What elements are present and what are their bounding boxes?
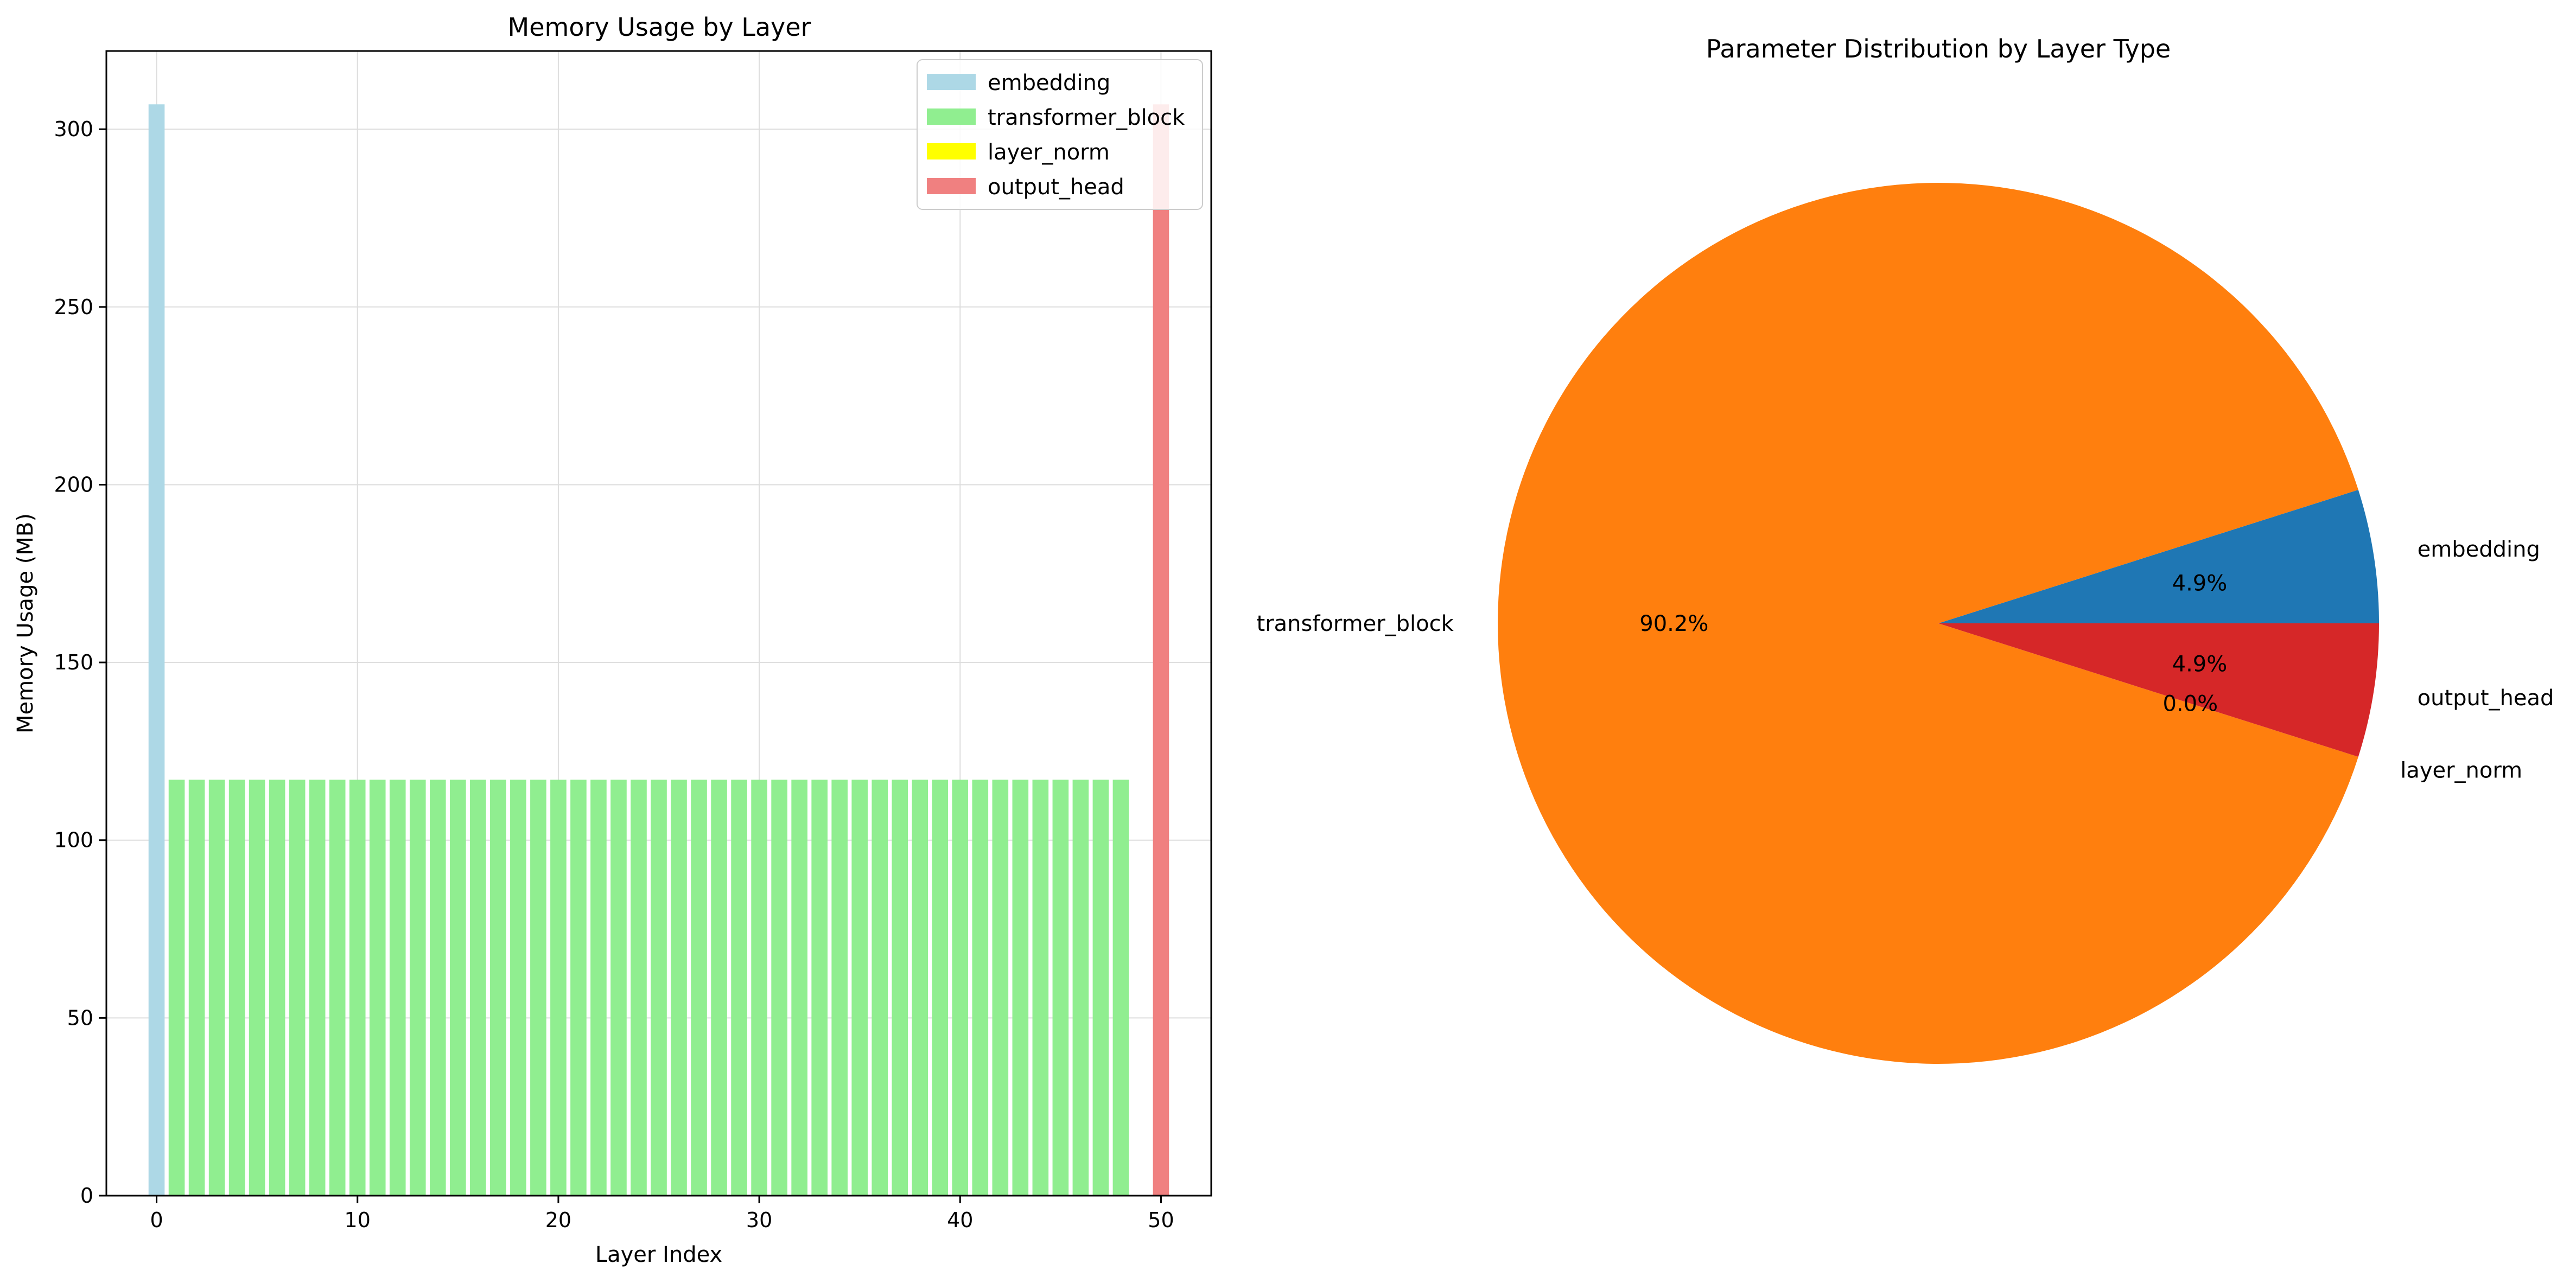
pie-slice-embedding [1938, 489, 2379, 623]
bar-legend: embedding transformer_block layer_normoutp… [917, 59, 1203, 210]
bar-transformer_block [1092, 780, 1109, 1196]
bar-y-tick-label: 200 [54, 473, 93, 496]
bar-x-tick-label: 10 [345, 1208, 371, 1232]
bar-y-axis-label: Memory Usage (MB) [13, 513, 38, 733]
bar-transformer_block [510, 780, 526, 1196]
bar-transformer_block [631, 780, 647, 1196]
bar-x-tick-label: 50 [1148, 1208, 1174, 1232]
bar-transformer_block [972, 780, 989, 1196]
legend-swatch-transformer_block [927, 108, 976, 125]
pie-chart-title: Parameter Distribution by Layer Type [1706, 34, 2171, 63]
pie-pct-transformer_block: 90.2% [1639, 611, 1708, 636]
pie-chart: Parameter Distribution by Layer Type 4.9… [1257, 34, 2554, 1064]
bar-embedding [148, 104, 165, 1196]
bar-transformer_block [992, 780, 1009, 1196]
bar-transformer_block [208, 780, 225, 1196]
pie-slices [1497, 183, 2379, 1064]
bar-transformer_block [590, 780, 607, 1196]
bar-transformer_block [269, 780, 285, 1196]
bar-transformer_block [751, 780, 767, 1196]
bar-x-tick-label: 30 [746, 1208, 772, 1232]
bar-x-ticks: 0 10 20 30 40 50 [150, 1196, 1174, 1232]
bar-y-tick-label: 250 [54, 295, 93, 319]
bar-transformer_block [932, 780, 949, 1196]
legend-box [917, 59, 1203, 210]
bar-marks [148, 104, 1169, 1196]
bar-transformer_block [892, 780, 908, 1196]
bar-transformer_block [1052, 780, 1069, 1196]
bar-transformer_block [349, 780, 366, 1196]
bar-x-tick-label: 0 [150, 1208, 163, 1232]
legend-label-output_head: output_head [988, 175, 1124, 200]
bar-transformer_block [912, 780, 928, 1196]
bar-transformer_block [168, 780, 185, 1196]
pie-labels: 4.9% embedding 90.2% transformer_block 0.0% l… [1257, 537, 2554, 783]
bar-y-tick-label: 100 [54, 828, 93, 852]
bar-transformer_block [188, 780, 205, 1196]
legend-label-embedding: embedding [988, 71, 1110, 95]
pie-label-output_head: output_head [2418, 686, 2554, 711]
pie-pct-embedding: 4.9% [2172, 571, 2228, 596]
bar-transformer_block [872, 780, 888, 1196]
bar-transformer_block [329, 780, 346, 1196]
bar-transformer_block [289, 780, 306, 1196]
bar-transformer_block [1032, 780, 1049, 1196]
bar-y-ticks: 0 50 100 150 200 250 300 [54, 117, 106, 1208]
bar-transformer_block [369, 780, 386, 1196]
bar-x-tick-label: 20 [545, 1208, 571, 1232]
bar-x-axis-label: Layer Index [595, 1242, 722, 1267]
bar-transformer_block [610, 780, 627, 1196]
bar-transformer_block [1072, 780, 1089, 1196]
bar-transformer_block [550, 780, 567, 1196]
bar-transformer_block [831, 780, 848, 1196]
bar-y-tick-label: 150 [54, 650, 93, 674]
bar-transformer_block [450, 780, 466, 1196]
pie-slice-transformer_block [1497, 183, 2358, 1064]
bar-transformer_block [530, 780, 546, 1196]
bar-transformer_block [249, 780, 265, 1196]
bar-transformer_block [1112, 780, 1129, 1196]
pie-label-layer_norm: layer_norm [2400, 758, 2522, 783]
bar-transformer_block [470, 780, 486, 1196]
bar-output_head [1153, 104, 1169, 1196]
legend-swatch-layer_norm [927, 143, 976, 159]
bar-transformer_block [651, 780, 667, 1196]
bar-plot-frame [105, 50, 1212, 1197]
bar-y-tick-label: 300 [54, 117, 93, 141]
bar-x-tick-label: 40 [947, 1208, 973, 1232]
bar-transformer_block [309, 780, 326, 1196]
pie-pct-output_head: 4.9% [2172, 652, 2228, 677]
bar-chart: Memory Usage by Layer 0 10 20 30 40 50 0 50 100… [13, 12, 1212, 1267]
bar-transformer_block [409, 780, 426, 1196]
bar-transformer_block [228, 780, 245, 1196]
bar-transformer_block [771, 780, 787, 1196]
legend-label-layer_norm: layer_norm [988, 140, 1110, 165]
bar-transformer_block [731, 780, 747, 1196]
pie-pct-layer_norm: 0.0% [2162, 692, 2218, 717]
bar-y-tick-label: 0 [80, 1184, 93, 1208]
bar-transformer_block [952, 780, 969, 1196]
legend-swatch-output_head [927, 178, 976, 194]
bar-transformer_block [851, 780, 868, 1196]
pie-label-embedding: embedding [2418, 537, 2540, 562]
bar-transformer_block [691, 780, 707, 1196]
pie-label-transformer_block: transformer_block [1257, 611, 1454, 636]
bar-y-tick-label: 50 [67, 1006, 93, 1030]
bar-chart-title: Memory Usage by Layer [508, 12, 811, 42]
bar-transformer_block [389, 780, 406, 1196]
bar-transformer_block [671, 780, 687, 1196]
bar-transformer_block [811, 780, 828, 1196]
legend-label-transformer_block: transformer_block [988, 105, 1185, 130]
bar-transformer_block [1012, 780, 1029, 1196]
bar-transformer_block [791, 780, 807, 1196]
bar-transformer_block [570, 780, 587, 1196]
bar-transformer_block [429, 780, 446, 1196]
pie-slice-output_head [1938, 623, 2379, 757]
legend-swatch-embedding [927, 74, 976, 90]
bar-transformer_block [490, 780, 506, 1196]
bar-transformer_block [711, 780, 727, 1196]
